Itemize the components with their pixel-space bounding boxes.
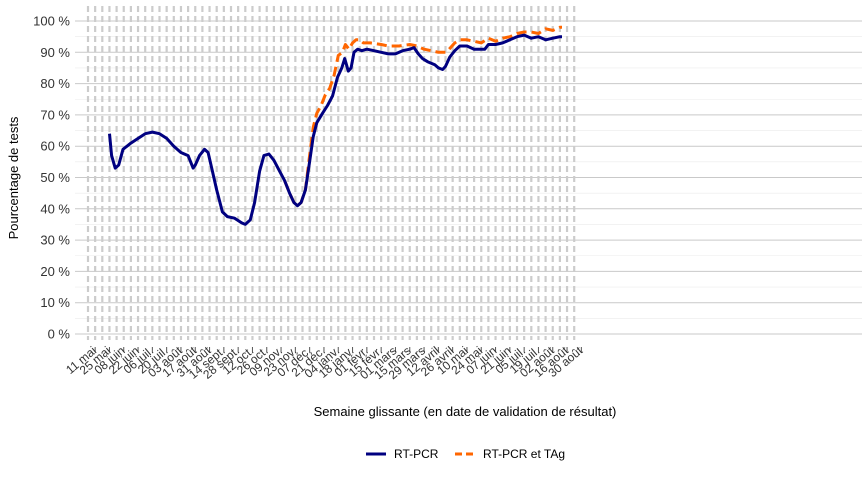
y-tick-label: 0 % (48, 327, 71, 342)
series-line-rt-pcr (108, 33, 562, 226)
y-tick-label: 70 % (40, 107, 70, 122)
y-tick-label: 10 % (40, 295, 70, 310)
y-tick-label: 30 % (40, 233, 70, 248)
legend-label-rt-pcr-et-tag: RT-PCR et TAg (483, 447, 565, 461)
y-tick-label: 20 % (40, 264, 70, 279)
y-tick-label: 80 % (40, 76, 70, 91)
y-tick-label: 90 % (40, 45, 70, 60)
y-tick-label: 40 % (40, 201, 70, 216)
legend: RT-PCR RT-PCR et TAg (366, 447, 565, 461)
y-axis-ticks: 0 % 10 % 20 % 30 % 40 % 50 % 60 % 70 % 80 % 90 % 1… (33, 14, 70, 342)
gridlines (75, 6, 862, 340)
y-axis-label: Pourcentage de tests (6, 116, 21, 239)
y-tick-label: 60 % (40, 139, 70, 154)
y-tick-label: 100 % (33, 14, 70, 29)
x-axis-label: Semaine glissante (en date de validation… (314, 404, 617, 419)
series-lines (108, 25, 562, 226)
legend-label-rt-pcr: RT-PCR (394, 447, 439, 461)
series-line-rt-pcr-et-tag (283, 25, 562, 208)
y-tick-label: 50 % (40, 170, 70, 185)
